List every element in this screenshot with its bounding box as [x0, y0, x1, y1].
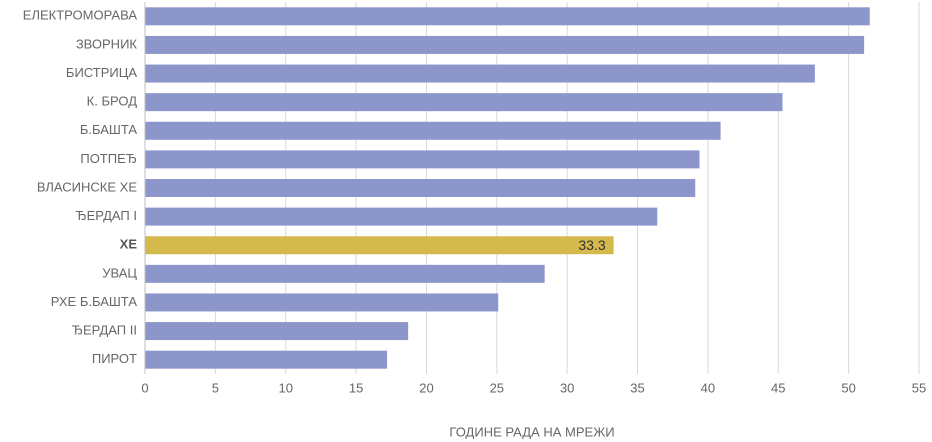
y-tick-label: БИСТРИЦА — [66, 65, 137, 80]
bar — [145, 93, 783, 112]
y-tick-label: К. БРОД — [87, 94, 138, 109]
data-label: 33.3 — [578, 237, 605, 253]
bar — [145, 35, 865, 54]
y-tick-label: ЂЕРДАП II — [72, 323, 137, 338]
x-tick-label: 20 — [419, 380, 433, 395]
y-tick-label: РХЕ Б.БАШТА — [51, 294, 138, 309]
x-tick-label: 5 — [212, 380, 219, 395]
x-tick-label: 45 — [771, 380, 785, 395]
y-tick-label: УВАЦ — [102, 265, 137, 280]
y-tick-label: ПОТПЕЂ — [80, 151, 137, 166]
y-tick-label: ЂЕРДАП I — [75, 208, 137, 223]
bar — [145, 64, 815, 83]
bar — [145, 207, 658, 226]
bar — [145, 121, 721, 140]
bar — [145, 236, 614, 255]
x-tick-label: 40 — [701, 380, 715, 395]
bar — [145, 179, 696, 197]
bar — [145, 350, 388, 369]
x-tick-label: 10 — [278, 380, 292, 395]
x-tick-label: 25 — [490, 380, 504, 395]
y-tick-label: ВЛАСИНСКЕ ХЕ — [37, 179, 137, 194]
x-tick-label: 30 — [560, 380, 574, 395]
y-tick-label: ЗВОРНИК — [76, 36, 138, 51]
y-tick-label: Б.БАШТА — [80, 122, 137, 137]
x-axis-title: ГОДИНЕ РАДА НА МРЕЖИ — [449, 424, 614, 439]
x-tick-label: 15 — [349, 380, 363, 395]
x-tick-label: 0 — [141, 380, 148, 395]
x-tick-label: 35 — [630, 380, 644, 395]
y-tick-label: ХЕ — [120, 237, 138, 252]
bar — [145, 322, 409, 341]
bar — [145, 150, 700, 169]
bar — [145, 7, 870, 26]
y-tick-label: ЕЛЕКТРОМОРАВА — [23, 8, 138, 23]
x-tick-label: 55 — [912, 380, 926, 395]
bar — [145, 293, 499, 312]
y-tick-label: ПИРОТ — [92, 351, 137, 366]
x-tick-label: 50 — [841, 380, 855, 395]
bar — [145, 264, 545, 283]
